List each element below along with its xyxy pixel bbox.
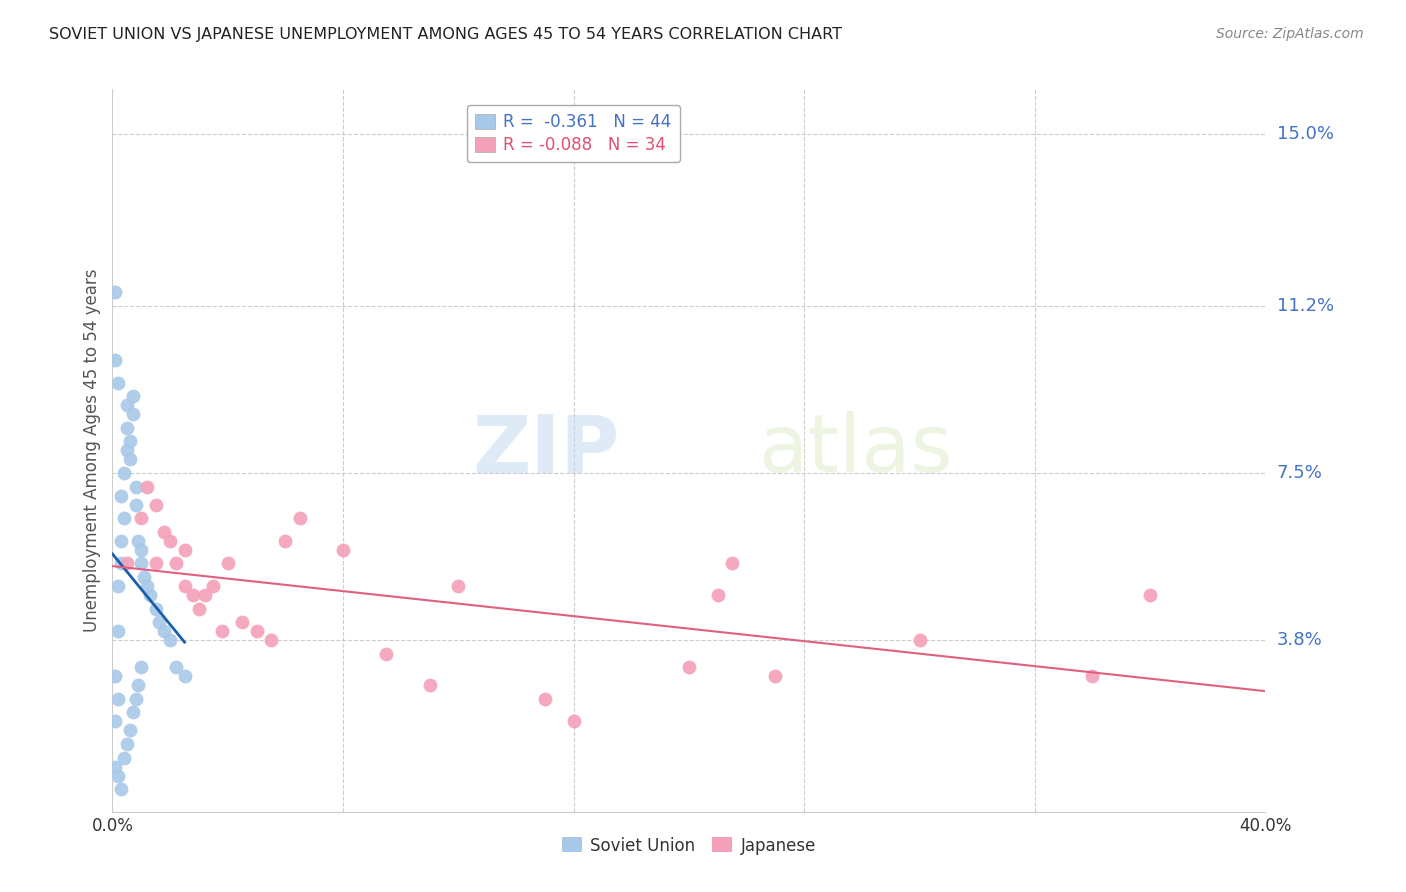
Legend: Soviet Union, Japanese: Soviet Union, Japanese <box>555 830 823 861</box>
Text: ZIP: ZIP <box>472 411 620 490</box>
Text: 11.2%: 11.2% <box>1277 297 1334 315</box>
Point <box>127 533 149 548</box>
Point <box>107 691 129 706</box>
Point <box>110 489 132 503</box>
Point <box>112 511 135 525</box>
Point <box>1139 588 1161 602</box>
Point <box>124 691 146 706</box>
Point <box>419 678 441 692</box>
Point <box>332 542 354 557</box>
Text: 7.5%: 7.5% <box>1277 464 1323 482</box>
Point <box>721 557 744 571</box>
Point <box>165 557 187 571</box>
Point <box>115 443 138 458</box>
Point <box>107 769 129 783</box>
Point <box>288 511 311 525</box>
Point <box>121 706 143 720</box>
Point <box>121 407 143 421</box>
Point <box>110 782 132 797</box>
Point <box>173 669 195 683</box>
Text: 3.8%: 3.8% <box>1277 632 1322 649</box>
Point <box>127 678 149 692</box>
Point <box>134 570 156 584</box>
Point <box>211 624 233 639</box>
Point <box>107 376 129 390</box>
Point <box>159 533 181 548</box>
Point <box>908 633 931 648</box>
Y-axis label: Unemployment Among Ages 45 to 54 years: Unemployment Among Ages 45 to 54 years <box>83 268 101 632</box>
Point <box>375 647 398 661</box>
Text: Source: ZipAtlas.com: Source: ZipAtlas.com <box>1216 27 1364 41</box>
Point <box>124 498 146 512</box>
Point <box>765 669 787 683</box>
Point <box>139 588 162 602</box>
Point <box>173 542 195 557</box>
Text: atlas: atlas <box>758 411 952 490</box>
Point <box>112 750 135 764</box>
Point <box>129 511 153 525</box>
Point <box>145 557 167 571</box>
Point <box>173 579 195 593</box>
Point <box>562 714 585 729</box>
Point <box>104 714 127 729</box>
Point <box>118 452 141 467</box>
Point <box>153 524 176 539</box>
Point <box>188 601 211 615</box>
Point <box>1081 669 1104 683</box>
Point <box>217 557 239 571</box>
Point <box>110 533 132 548</box>
Point <box>104 353 127 368</box>
Text: SOVIET UNION VS JAPANESE UNEMPLOYMENT AMONG AGES 45 TO 54 YEARS CORRELATION CHAR: SOVIET UNION VS JAPANESE UNEMPLOYMENT AM… <box>49 27 842 42</box>
Point <box>159 633 181 648</box>
Point <box>115 557 138 571</box>
Point <box>107 579 129 593</box>
Point <box>148 615 170 629</box>
Point <box>104 759 127 773</box>
Point <box>181 588 204 602</box>
Point <box>274 533 297 548</box>
Point <box>153 624 176 639</box>
Text: 15.0%: 15.0% <box>1277 126 1333 144</box>
Point <box>534 691 557 706</box>
Point <box>136 579 159 593</box>
Point <box>260 633 283 648</box>
Point <box>194 588 217 602</box>
Point <box>246 624 269 639</box>
Point <box>145 498 167 512</box>
Point <box>104 669 127 683</box>
Point <box>678 660 700 674</box>
Point <box>118 723 141 738</box>
Point <box>104 285 127 300</box>
Point <box>129 542 153 557</box>
Point <box>129 660 153 674</box>
Point <box>118 434 141 449</box>
Point <box>707 588 730 602</box>
Point <box>115 398 138 412</box>
Point <box>124 480 146 494</box>
Point <box>129 557 153 571</box>
Point <box>115 421 138 435</box>
Point <box>136 480 159 494</box>
Point <box>202 579 225 593</box>
Point <box>231 615 253 629</box>
Point <box>107 624 129 639</box>
Point <box>115 737 138 751</box>
Point <box>110 557 132 571</box>
Point <box>121 389 143 403</box>
Point <box>447 579 470 593</box>
Point <box>165 660 187 674</box>
Point <box>112 466 135 480</box>
Point <box>145 601 167 615</box>
